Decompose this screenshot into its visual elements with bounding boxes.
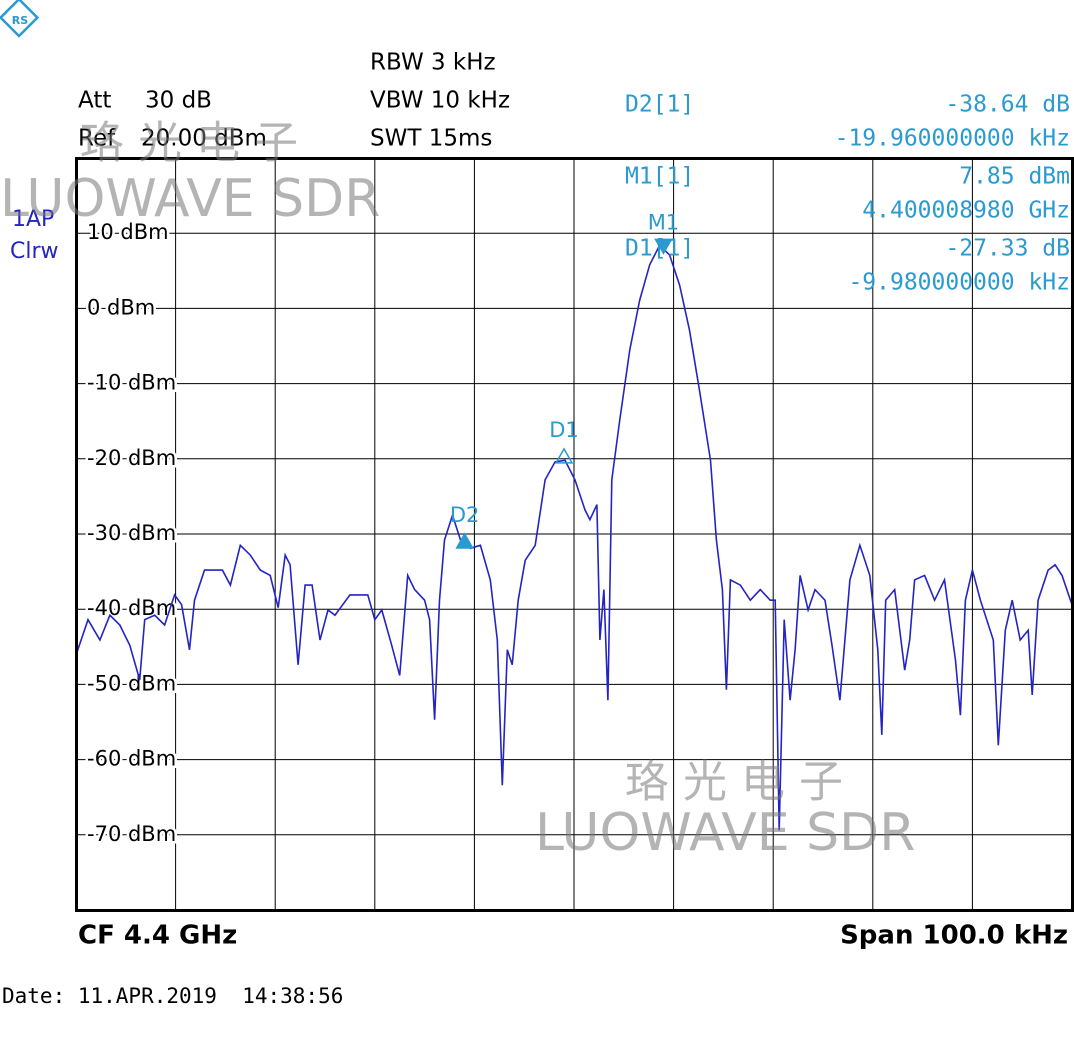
y-tick-label: -50 dBm bbox=[87, 671, 176, 695]
vbw: VBW 10 kHz bbox=[370, 88, 510, 114]
marker-label: M1 bbox=[648, 210, 679, 234]
y-tick-label: -70 dBm bbox=[87, 822, 176, 846]
marker-label: D2 bbox=[450, 503, 480, 527]
trace-mode: Clrw bbox=[10, 239, 59, 264]
marker bbox=[455, 532, 474, 549]
y-tick-label: 0 dBm bbox=[87, 295, 155, 319]
readout-value: 7.85 dBm bbox=[959, 164, 1070, 190]
att-label: Att bbox=[78, 88, 111, 114]
y-tick-label: 10 dBm bbox=[87, 220, 169, 244]
plot-frame bbox=[75, 157, 1074, 912]
center-frequency: CF 4.4 GHz bbox=[78, 921, 237, 951]
readout-name: M1[1] bbox=[625, 164, 694, 190]
y-tick-label: -60 dBm bbox=[87, 747, 176, 771]
watermark-cn: 珞光电子 bbox=[625, 757, 857, 808]
trace bbox=[75, 243, 1073, 831]
rbw: RBW 3 kHz bbox=[370, 50, 496, 76]
readout-name: D2[1] bbox=[625, 92, 694, 118]
date: Date: 11.APR.2019 14:38:56 bbox=[2, 984, 343, 1008]
logo: RS bbox=[0, 0, 40, 38]
marker-label: D1 bbox=[549, 418, 579, 442]
readout-x: 4.400008980 GHz bbox=[862, 198, 1070, 224]
marker bbox=[654, 238, 673, 255]
readout-x: -19.960000000 kHz bbox=[835, 126, 1070, 152]
marker bbox=[554, 447, 574, 464]
ref-label: Ref bbox=[78, 126, 116, 152]
trace-id: 1AP bbox=[12, 207, 54, 232]
readout-x: -9.980000000 kHz bbox=[848, 270, 1070, 296]
watermark-en: LUOWAVE SDR bbox=[0, 169, 380, 229]
span: Span 100.0 kHz bbox=[840, 921, 1068, 951]
readout-value: -27.33 dB bbox=[945, 236, 1070, 262]
svg-text:RS: RS bbox=[12, 14, 28, 27]
watermark-en: LUOWAVE SDR bbox=[535, 803, 915, 863]
watermark-cn: 珞光电子 bbox=[80, 118, 312, 169]
y-tick-label: -10 dBm bbox=[87, 371, 176, 395]
y-tick-label: -30 dBm bbox=[87, 521, 176, 545]
readout-name: D1[1] bbox=[625, 236, 694, 262]
swt: SWT 15ms bbox=[370, 126, 492, 152]
y-tick-label: -40 dBm bbox=[87, 596, 176, 620]
y-tick-label: -20 dBm bbox=[87, 446, 176, 470]
ref: 20.00 dBm bbox=[141, 126, 267, 152]
readout-value: -38.64 dB bbox=[945, 92, 1070, 118]
plot: 10 dBm 0 dBm -10 dBm -20 dBm -30 dBm -40 dBm -… bbox=[75, 158, 1073, 910]
att: 30 dB bbox=[145, 88, 212, 114]
